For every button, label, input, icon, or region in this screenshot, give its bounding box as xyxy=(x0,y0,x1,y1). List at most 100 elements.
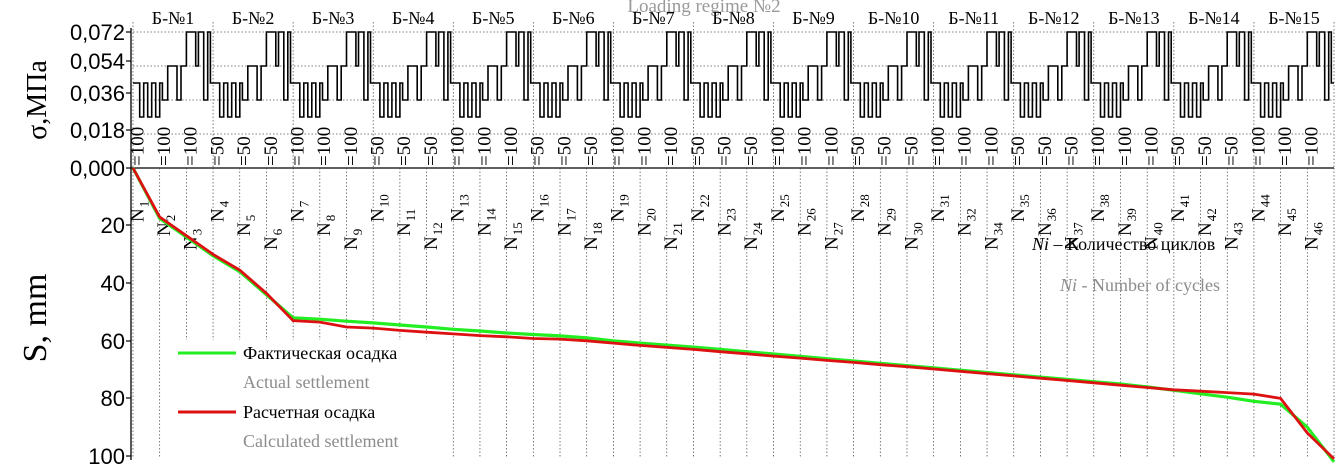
settlement-series xyxy=(131,167,1336,463)
cycle-value-label: =100 xyxy=(768,127,789,166)
cycle-n-label: N17 xyxy=(554,208,578,236)
cycle-value-label: =50 xyxy=(554,136,575,166)
settlement-axis-label: S, mm xyxy=(17,274,54,363)
cycle-n-label: N27 xyxy=(821,222,845,250)
cycle-n-label: N30 xyxy=(901,222,925,250)
cycle-n-label: N1 xyxy=(127,201,151,222)
cycle-value-label: =50 xyxy=(1008,136,1029,166)
cycle-n-label: N22 xyxy=(688,194,712,222)
regime-label: Б-№4 xyxy=(392,8,435,28)
cycles-annotation: Ni – Количество циклов Ni - Number of cy… xyxy=(1031,234,1220,295)
cycle-value-label: =100 xyxy=(341,127,362,166)
cycle-value-label: =50 xyxy=(1222,136,1243,166)
settlement-tick-label: 20 xyxy=(101,213,125,238)
cycle-value-label: =50 xyxy=(234,136,255,166)
cycle-n-label: N16 xyxy=(528,194,552,222)
cycle-n-label: N10 xyxy=(368,194,392,222)
axis-ticks xyxy=(126,31,131,457)
cycle-value-label: =50 xyxy=(207,136,228,166)
legend-label-calculated-en: Calculated settlement xyxy=(243,431,398,451)
stress-tick-label: 0,000 xyxy=(70,156,125,181)
cycle-value-label: =100 xyxy=(448,127,469,166)
regime-label: Б-№15 xyxy=(1268,8,1320,28)
cycle-value-label: =100 xyxy=(955,127,976,166)
cycle-value-label: =50 xyxy=(1035,136,1056,166)
annotation-en: Ni - Number of cycles xyxy=(1059,275,1220,295)
cycle-n-label: N14 xyxy=(474,208,498,236)
stress-ticks: 0,000 0,018 0,036 0,054 0,072 xyxy=(70,20,125,181)
cycle-n-label: N9 xyxy=(341,229,365,250)
cycle-value-label: =50 xyxy=(421,136,442,166)
cycle-n-label: N46 xyxy=(1302,222,1326,250)
regime-label: Б-№5 xyxy=(472,8,515,28)
stress-history xyxy=(133,31,1334,118)
cycle-value-label: =100 xyxy=(981,127,1002,166)
cycle-n-label: N5 xyxy=(234,215,258,236)
cycle-value-label: =50 xyxy=(581,136,602,166)
cycle-value-label: =50 xyxy=(368,136,389,166)
cycle-n-label: N20 xyxy=(634,208,658,236)
cycle-value-label: =100 xyxy=(928,127,949,166)
cycle-n-label: N19 xyxy=(608,194,632,222)
cycle-value-label: =100 xyxy=(608,127,629,166)
regime-label: Б-№1 xyxy=(152,8,195,28)
cycle-n-label: N11 xyxy=(394,209,418,236)
cycle-n-label: N35 xyxy=(1008,194,1032,222)
legend: Фактическая осадка Actual settlement Рас… xyxy=(172,340,442,458)
cycle-value-label: =100 xyxy=(287,127,308,166)
cycle-value-label: =50 xyxy=(1061,136,1082,166)
annotation-ru: Ni – Количество циклов xyxy=(1031,234,1215,254)
cycle-n-label: N18 xyxy=(581,222,605,250)
cycle-n-label: N13 xyxy=(448,194,472,222)
cycle-n-label: N32 xyxy=(955,208,979,236)
cycle-value-label: =100 xyxy=(1088,127,1109,166)
cycle-value-label: =100 xyxy=(661,127,682,166)
cycle-value-label: =100 xyxy=(1248,127,1269,166)
stress-tick-label: 0,018 xyxy=(70,118,125,143)
cycle-value-label: =100 xyxy=(474,127,495,166)
stress-axis-label: σ,МПа xyxy=(22,60,53,140)
cycle-n-label: N39 xyxy=(1115,208,1139,236)
stress-step-line xyxy=(133,31,1334,118)
regime-label: Б-№9 xyxy=(792,8,835,28)
cycle-value-label: =50 xyxy=(261,136,282,166)
legend-label-calculated: Расчетная осадка xyxy=(243,402,375,422)
regime-label: Б-№8 xyxy=(712,8,755,28)
regime-label: Б-№14 xyxy=(1188,8,1240,28)
cycle-value-label: =50 xyxy=(688,136,709,166)
cycle-value-label: =50 xyxy=(848,136,869,166)
cycle-n-label: N34 xyxy=(981,222,1005,250)
calculated-settlement-line xyxy=(131,167,1335,460)
cycle-n-label: N29 xyxy=(875,208,899,236)
cycle-n-label: N6 xyxy=(261,228,285,250)
regime-label: Б-№10 xyxy=(868,8,920,28)
cycle-n-label: N42 xyxy=(1195,208,1219,236)
regime-label: Б-№7 xyxy=(632,8,675,28)
cycle-n-label: N44 xyxy=(1248,194,1272,222)
cycle-n-label: N31 xyxy=(928,194,952,222)
cycle-value-label: =100 xyxy=(1115,127,1136,166)
cycle-n-label: N12 xyxy=(421,222,445,250)
stress-tick-label: 0,054 xyxy=(70,49,125,74)
cycle-value-label: =100 xyxy=(1275,127,1296,166)
chart-title: Loading regime №2 xyxy=(627,0,780,17)
settlement-tick-label: 100 xyxy=(88,444,125,469)
cycle-value-label: =100 xyxy=(127,127,148,166)
cycle-n-label: N37 xyxy=(1061,222,1085,250)
cycle-value-label: =100 xyxy=(1142,127,1163,166)
cycle-value-label: =50 xyxy=(715,136,736,166)
settlement-ticks: 20 40 60 80 100 xyxy=(88,213,125,469)
settlement-tick-label: 60 xyxy=(101,329,125,354)
cycle-n-label: N28 xyxy=(848,194,872,222)
regime-label: Б-№3 xyxy=(312,8,355,28)
cycle-n-label: N2 xyxy=(154,215,178,236)
cycle-value-label: =50 xyxy=(875,136,896,166)
stress-tick-label: 0,072 xyxy=(70,20,125,45)
cycle-value-label: =100 xyxy=(1302,127,1323,166)
cycle-n-label: N25 xyxy=(768,194,792,222)
settlement-tick-label: 40 xyxy=(101,271,125,296)
regime-labels: Б-№1 Б-№2 Б-№3 Б-№4 Б-№5 Б-№6 Б-№7 Б-№8 Б-№9 Б-№1… xyxy=(152,8,1320,28)
regime-label: Б-№12 xyxy=(1028,8,1080,28)
cycle-value-label: =100 xyxy=(314,127,335,166)
legend-label-actual-en: Actual settlement xyxy=(243,372,369,392)
